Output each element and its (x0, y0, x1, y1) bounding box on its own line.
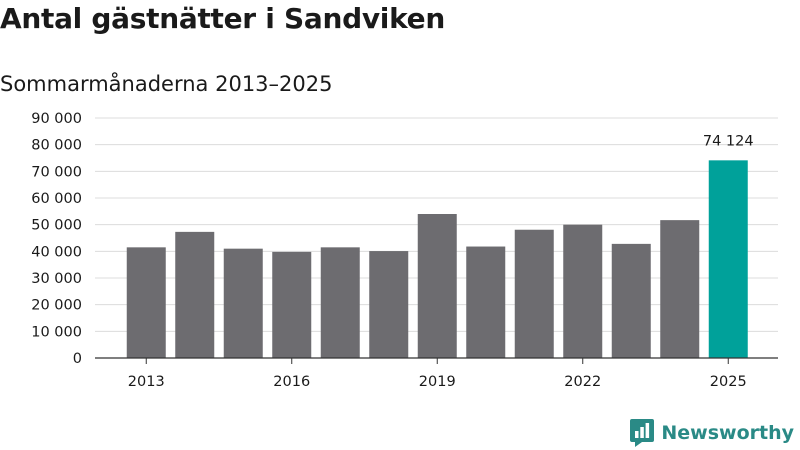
bar-2020 (466, 246, 506, 358)
bar-chart-icon (630, 419, 655, 447)
labels: 0 10 000 20 000 30 000 40 000 50 000 60 000 70 … (31, 111, 753, 390)
bar-2023 (611, 243, 651, 358)
x-tick-label: 2013 (128, 374, 165, 390)
bar-2013 (126, 247, 166, 358)
y-tick-label: 30 000 (31, 271, 82, 287)
bar-2018 (369, 251, 409, 358)
x-tick-label: 2025 (710, 374, 747, 390)
y-tick-label: 40 000 (31, 244, 82, 260)
chart-subtitle: Sommarmånaderna 2013–2025 (0, 72, 333, 96)
bar-2022 (563, 224, 603, 358)
y-tick-label: 50 000 (31, 218, 82, 234)
bar-2014 (175, 231, 215, 358)
brand-logo: Newsworthy (629, 418, 794, 448)
bar-2024 (660, 220, 700, 358)
bar-2017 (320, 247, 360, 358)
y-tick-label: 0 (73, 351, 82, 367)
bar-2025 (708, 160, 748, 358)
bar-2021 (514, 229, 554, 358)
bar-2016 (272, 251, 312, 358)
axes (95, 357, 778, 364)
x-tick-label: 2022 (564, 374, 601, 390)
y-tick-label: 70 000 (31, 164, 82, 180)
x-tick-label: 2016 (273, 374, 310, 390)
x-tick-label: 2019 (419, 374, 456, 390)
bars (126, 160, 748, 358)
chart-title: Antal gästnätter i Sandviken (0, 2, 445, 35)
y-tick-label: 10 000 (31, 324, 82, 340)
brand-name: Newsworthy (661, 422, 794, 444)
y-tick-label: 60 000 (31, 191, 82, 207)
y-tick-label: 80 000 (31, 138, 82, 154)
y-tick-label: 90 000 (31, 111, 82, 127)
bar-2015 (223, 248, 263, 358)
bar-2019 (417, 214, 457, 358)
highlight-value-label: 74 124 (703, 133, 754, 149)
y-tick-label: 20 000 (31, 298, 82, 314)
